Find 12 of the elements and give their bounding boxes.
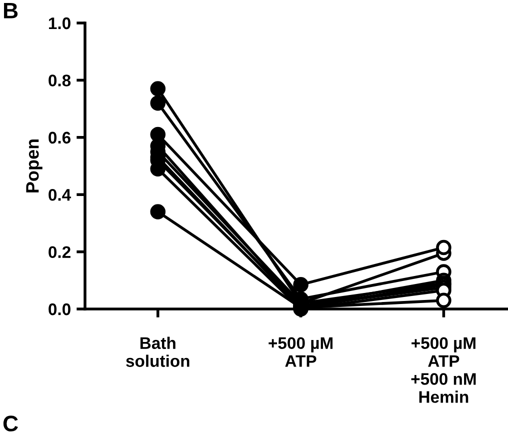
chart-title: B [4, 3, 18, 18]
x-tick-label: +500 µM ATP [268, 337, 332, 367]
y-tick-label: 0.4 [48, 189, 72, 201]
text: C [3, 416, 18, 432]
y-tick-label: 1.0 [48, 17, 70, 30]
x-tick-label: +500 µM ATP +500 nM Hemin [411, 337, 476, 403]
y-tick-label: 0.0 [48, 303, 70, 316]
y-tick-label: 0.8 [48, 74, 71, 86]
y-tick-label: 0.6 [48, 132, 71, 144]
x-tick-label: Bath solution [126, 336, 190, 367]
y-tick-label: 0.2 [48, 246, 70, 258]
y-axis-title: Popen [26, 140, 42, 192]
